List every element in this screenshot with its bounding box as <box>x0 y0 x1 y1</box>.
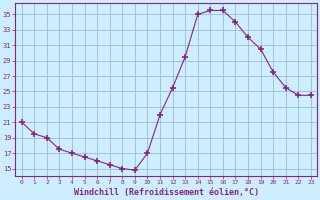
X-axis label: Windchill (Refroidissement éolien,°C): Windchill (Refroidissement éolien,°C) <box>74 188 259 197</box>
